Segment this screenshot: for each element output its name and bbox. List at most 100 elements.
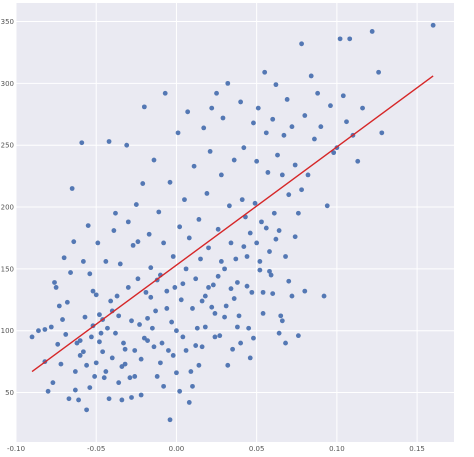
y-tick-label: 300 bbox=[1, 80, 14, 88]
scatter-point bbox=[286, 192, 292, 198]
scatter-point bbox=[308, 73, 314, 79]
scatter-point bbox=[151, 157, 157, 163]
scatter-point bbox=[191, 163, 197, 169]
scatter-point bbox=[135, 239, 141, 245]
scatter-point bbox=[225, 80, 231, 86]
scatter-point bbox=[279, 172, 285, 178]
scatter-point bbox=[337, 36, 343, 42]
scatter-point bbox=[125, 219, 131, 225]
scatter-point bbox=[246, 325, 252, 331]
scatter-point bbox=[141, 104, 147, 110]
scatter-point bbox=[376, 69, 381, 75]
scatter-point bbox=[132, 374, 138, 379]
scatter-point bbox=[223, 303, 229, 309]
scatter-point bbox=[98, 330, 104, 336]
scatter-point bbox=[145, 315, 150, 321]
scatter-point bbox=[84, 362, 89, 368]
scatter-point bbox=[268, 272, 274, 278]
scatter-point bbox=[154, 374, 160, 379]
scatter-point bbox=[276, 228, 282, 233]
scatter-point bbox=[138, 356, 144, 362]
scatter-point bbox=[36, 328, 41, 334]
scatter-point bbox=[292, 162, 298, 168]
scatter-point bbox=[238, 99, 244, 105]
scatter-point bbox=[199, 344, 205, 350]
scatter-point bbox=[63, 332, 69, 337]
scatter-point bbox=[156, 209, 162, 215]
scatter-point bbox=[270, 116, 276, 122]
scatter-point bbox=[238, 340, 244, 346]
scatter-point bbox=[175, 130, 181, 136]
scatter-point bbox=[271, 210, 277, 216]
scatter-point bbox=[302, 113, 308, 118]
scatter-point bbox=[105, 325, 110, 331]
scatter-point bbox=[230, 346, 235, 352]
scatter-point bbox=[84, 407, 89, 413]
scatter-point bbox=[267, 249, 272, 254]
scatter-point bbox=[255, 105, 261, 111]
scatter-point bbox=[295, 210, 301, 216]
scatter-point bbox=[121, 340, 126, 346]
scatter-point bbox=[262, 69, 268, 75]
scatter-point bbox=[170, 353, 176, 358]
scatter-point bbox=[87, 271, 93, 277]
scatter-point bbox=[190, 306, 195, 311]
scatter-point bbox=[283, 254, 288, 259]
scatter-point bbox=[100, 349, 106, 355]
scatter-point bbox=[161, 383, 167, 389]
scatter-point bbox=[286, 278, 292, 284]
scatter-point bbox=[263, 225, 269, 231]
scatter-point bbox=[210, 282, 216, 288]
scatter-point bbox=[318, 124, 324, 130]
scatter-point bbox=[129, 395, 134, 400]
scatter-point bbox=[315, 90, 321, 96]
scatter-point bbox=[52, 280, 57, 285]
scatter-point bbox=[218, 172, 224, 178]
scatter-point bbox=[263, 130, 269, 136]
scatter-point bbox=[226, 203, 232, 209]
scatter-point bbox=[183, 266, 189, 272]
scatter-point bbox=[283, 340, 288, 346]
scatter-point bbox=[273, 82, 279, 88]
y-tick-label: 350 bbox=[1, 18, 14, 26]
scatter-point bbox=[292, 234, 298, 240]
scatter-point bbox=[180, 334, 186, 340]
scatter-point bbox=[119, 397, 125, 403]
scatter-point bbox=[162, 90, 168, 96]
scatter-point bbox=[108, 298, 114, 304]
scatter-point bbox=[64, 299, 70, 305]
scatter-point bbox=[77, 338, 83, 343]
y-tick-label: 150 bbox=[1, 265, 14, 273]
scatter-point bbox=[347, 36, 353, 42]
x-tick-label: 0.10 bbox=[329, 445, 345, 453]
scatter-point bbox=[45, 388, 51, 394]
scatter-point bbox=[68, 270, 73, 275]
scatter-point bbox=[244, 283, 250, 289]
scatter-point bbox=[204, 191, 210, 196]
x-tick-label: 0.05 bbox=[249, 445, 265, 453]
scatter-point bbox=[257, 267, 263, 273]
scatter-point bbox=[172, 285, 178, 290]
scatter-point bbox=[281, 132, 287, 138]
scatter-point bbox=[198, 256, 203, 262]
scatter-point bbox=[90, 288, 96, 294]
scatter-point bbox=[79, 140, 85, 146]
scatter-point bbox=[69, 186, 75, 191]
scatter-point bbox=[295, 333, 301, 339]
scatter-point bbox=[89, 334, 94, 340]
scatter-point bbox=[180, 281, 186, 287]
scatter-point bbox=[169, 319, 175, 325]
scatter-point bbox=[113, 210, 118, 216]
scatter-point bbox=[257, 259, 263, 264]
scatter-point bbox=[302, 288, 308, 294]
scatter-point bbox=[235, 324, 240, 330]
scatter-point bbox=[239, 197, 245, 203]
scatter-point bbox=[130, 242, 136, 248]
scatter-point bbox=[140, 181, 146, 186]
scatter-point bbox=[212, 310, 218, 316]
scatter-point bbox=[369, 29, 375, 34]
y-axis-tick-labels: 50 100 150 200 250 300 350 bbox=[1, 18, 14, 397]
scatter-point bbox=[275, 152, 280, 158]
scatter-point bbox=[233, 256, 239, 262]
scatter-point bbox=[241, 145, 247, 151]
